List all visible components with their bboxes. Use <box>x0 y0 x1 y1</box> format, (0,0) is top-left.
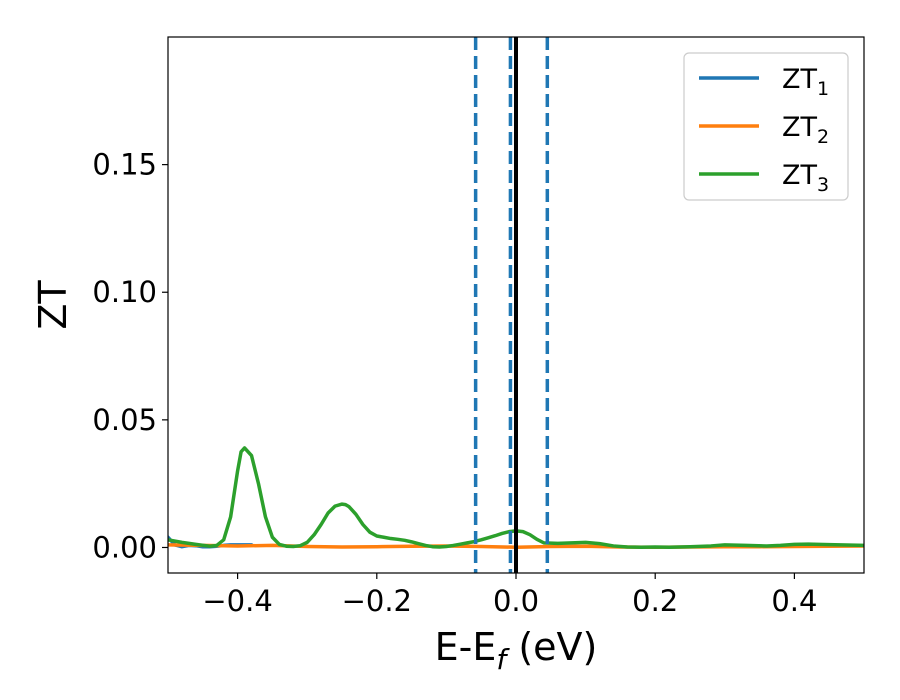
x-axis: −0.4 −0.2 0.0 0.2 0.4 <box>202 573 817 618</box>
series-line-3 <box>168 446 864 549</box>
legend-label-3: ZT3 <box>782 160 829 196</box>
y-tick-label: 0.10 <box>92 275 157 309</box>
x-axis-title-unit: (eV) <box>506 625 597 669</box>
x-axis-title: E-Ef (eV) <box>435 625 598 676</box>
x-tick-label: 0.2 <box>632 584 678 618</box>
y-tick-label: 0.15 <box>92 148 157 182</box>
x-tick-label: −0.4 <box>202 584 272 618</box>
x-tick-label: 0.4 <box>771 584 817 618</box>
series-group <box>168 37 864 573</box>
y-axis-title: ZT <box>31 280 75 330</box>
legend: ZT1 ZT2 ZT3 <box>683 52 849 201</box>
legend-box <box>683 52 849 201</box>
y-tick-label: 0.05 <box>92 403 157 437</box>
x-tick-label: 0.0 <box>493 584 539 618</box>
y-tick-label: 0.00 <box>92 530 157 564</box>
legend-label-2: ZT2 <box>782 112 829 148</box>
x-tick-label: −0.2 <box>342 584 412 618</box>
y-axis: 0.00 0.05 0.10 0.15 <box>92 148 168 564</box>
legend-label-1: ZT1 <box>782 64 829 100</box>
x-axis-title-main: E-E <box>435 625 497 669</box>
